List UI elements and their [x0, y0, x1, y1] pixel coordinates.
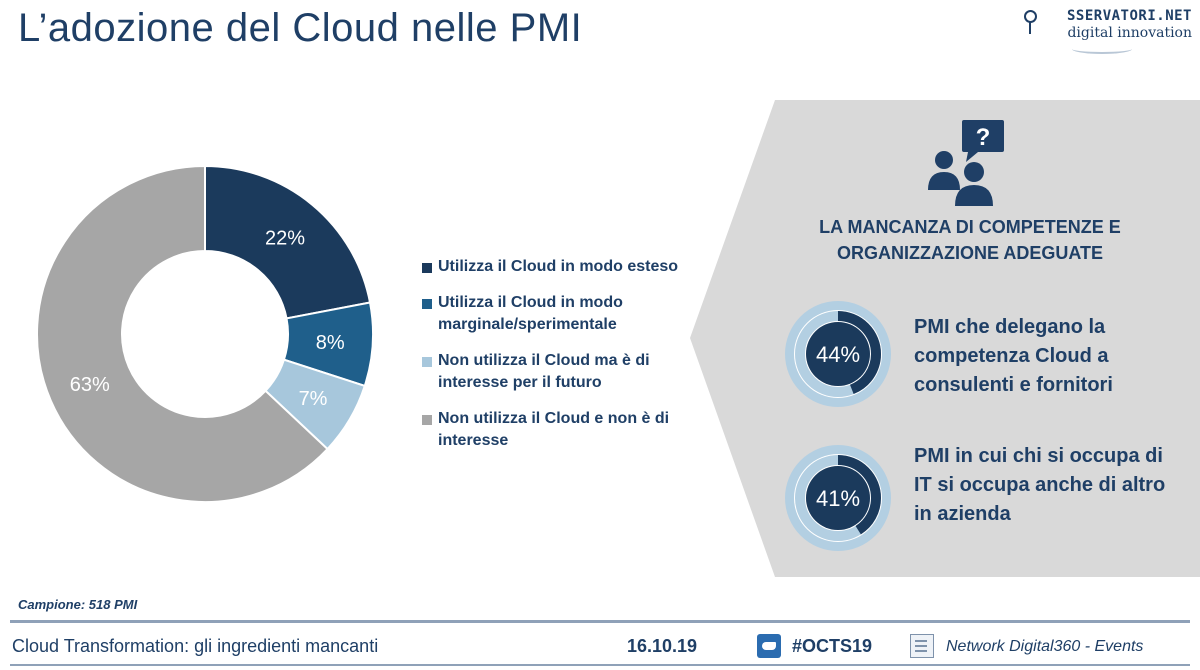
donut-slice [264, 358, 367, 451]
slice-data-label: 22% [265, 227, 305, 249]
footer-hashtag: #OCTS19 [792, 636, 873, 656]
panel-heading-line-2: ORGANIZZAZIONE ADEGUATE [837, 243, 1103, 263]
network-digital360-icon [910, 634, 934, 658]
legend-swatch [422, 415, 432, 425]
donut-slice [36, 164, 329, 503]
logo-line-1: SSERVATORI.NET [1066, 8, 1192, 24]
slice-data-label: 63% [70, 374, 110, 396]
legend-swatch [422, 299, 432, 309]
legend-label: Utilizza il Cloud in modo esteso [438, 258, 679, 275]
stat-description: PMI in cui chi si occupa di IT si occupa… [914, 445, 1166, 525]
slice-data-label: 8% [316, 332, 345, 354]
slice-data-label: 7% [299, 388, 328, 410]
donut-slice [204, 164, 372, 320]
stat-percentage-label: 41% [816, 486, 860, 511]
donut-slice [282, 301, 374, 388]
legend-item: Utilizza il Cloud in modo esteso [422, 256, 712, 278]
svg-text:?: ? [976, 124, 991, 151]
stat-ring-chart: 41% [785, 445, 891, 551]
legend-label: Utilizza il Cloud in modo marginale/sper… [438, 294, 623, 333]
stat-description: PMI che delegano la competenza Cloud a c… [914, 316, 1113, 396]
logo-line-2: digital innovation [1067, 25, 1192, 41]
footer-organizer: Network Digital360 - Events [946, 638, 1144, 655]
legend-item: Non utilizza il Cloud e non è di interes… [422, 408, 712, 452]
panel-heading-line-1: LA MANCANZA DI COMPETENZE E [819, 217, 1121, 237]
stat-arc-value [795, 311, 881, 397]
panel-heading: LA MANCANZA DI COMPETENZE E ORGANIZZAZIO… [770, 214, 1170, 266]
legend-item: Non utilizza il Cloud ma è di interesse … [422, 350, 712, 394]
footer-bar: Cloud Transformation: gli ingredienti ma… [0, 626, 1200, 666]
twitter-icon [757, 634, 781, 658]
stat-core [806, 322, 870, 386]
footer-date: 16.10.19 [627, 636, 698, 656]
key-icon [1024, 10, 1037, 34]
chart-legend: Utilizza il Cloud in modo esteso Utilizz… [422, 256, 712, 466]
footer-event-title: Cloud Transformation: gli ingredienti ma… [12, 636, 379, 656]
stat-percentage-label: 44% [816, 342, 860, 367]
footer-divider [10, 620, 1190, 623]
legend-swatch [422, 357, 432, 367]
legend-swatch [422, 263, 432, 273]
stat-core [806, 466, 870, 530]
footer-bottom-divider [10, 664, 1190, 666]
legend-label: Non utilizza il Cloud e non è di interes… [438, 410, 670, 449]
stat-ring-chart: 44% [785, 301, 891, 407]
logo-swoosh [1072, 44, 1132, 54]
osservatori-logo: SSERVATORI.NET digital innovation [1022, 6, 1192, 56]
page-title: L’adozione del Cloud nelle PMI [18, 6, 583, 50]
legend-item: Utilizza il Cloud in modo marginale/sper… [422, 292, 712, 336]
legend-label: Non utilizza il Cloud ma è di interesse … [438, 352, 650, 391]
stat-arc-value [795, 455, 881, 541]
people-question-icon: ? [928, 120, 1004, 206]
sample-size-note: Campione: 518 PMI [18, 597, 138, 612]
